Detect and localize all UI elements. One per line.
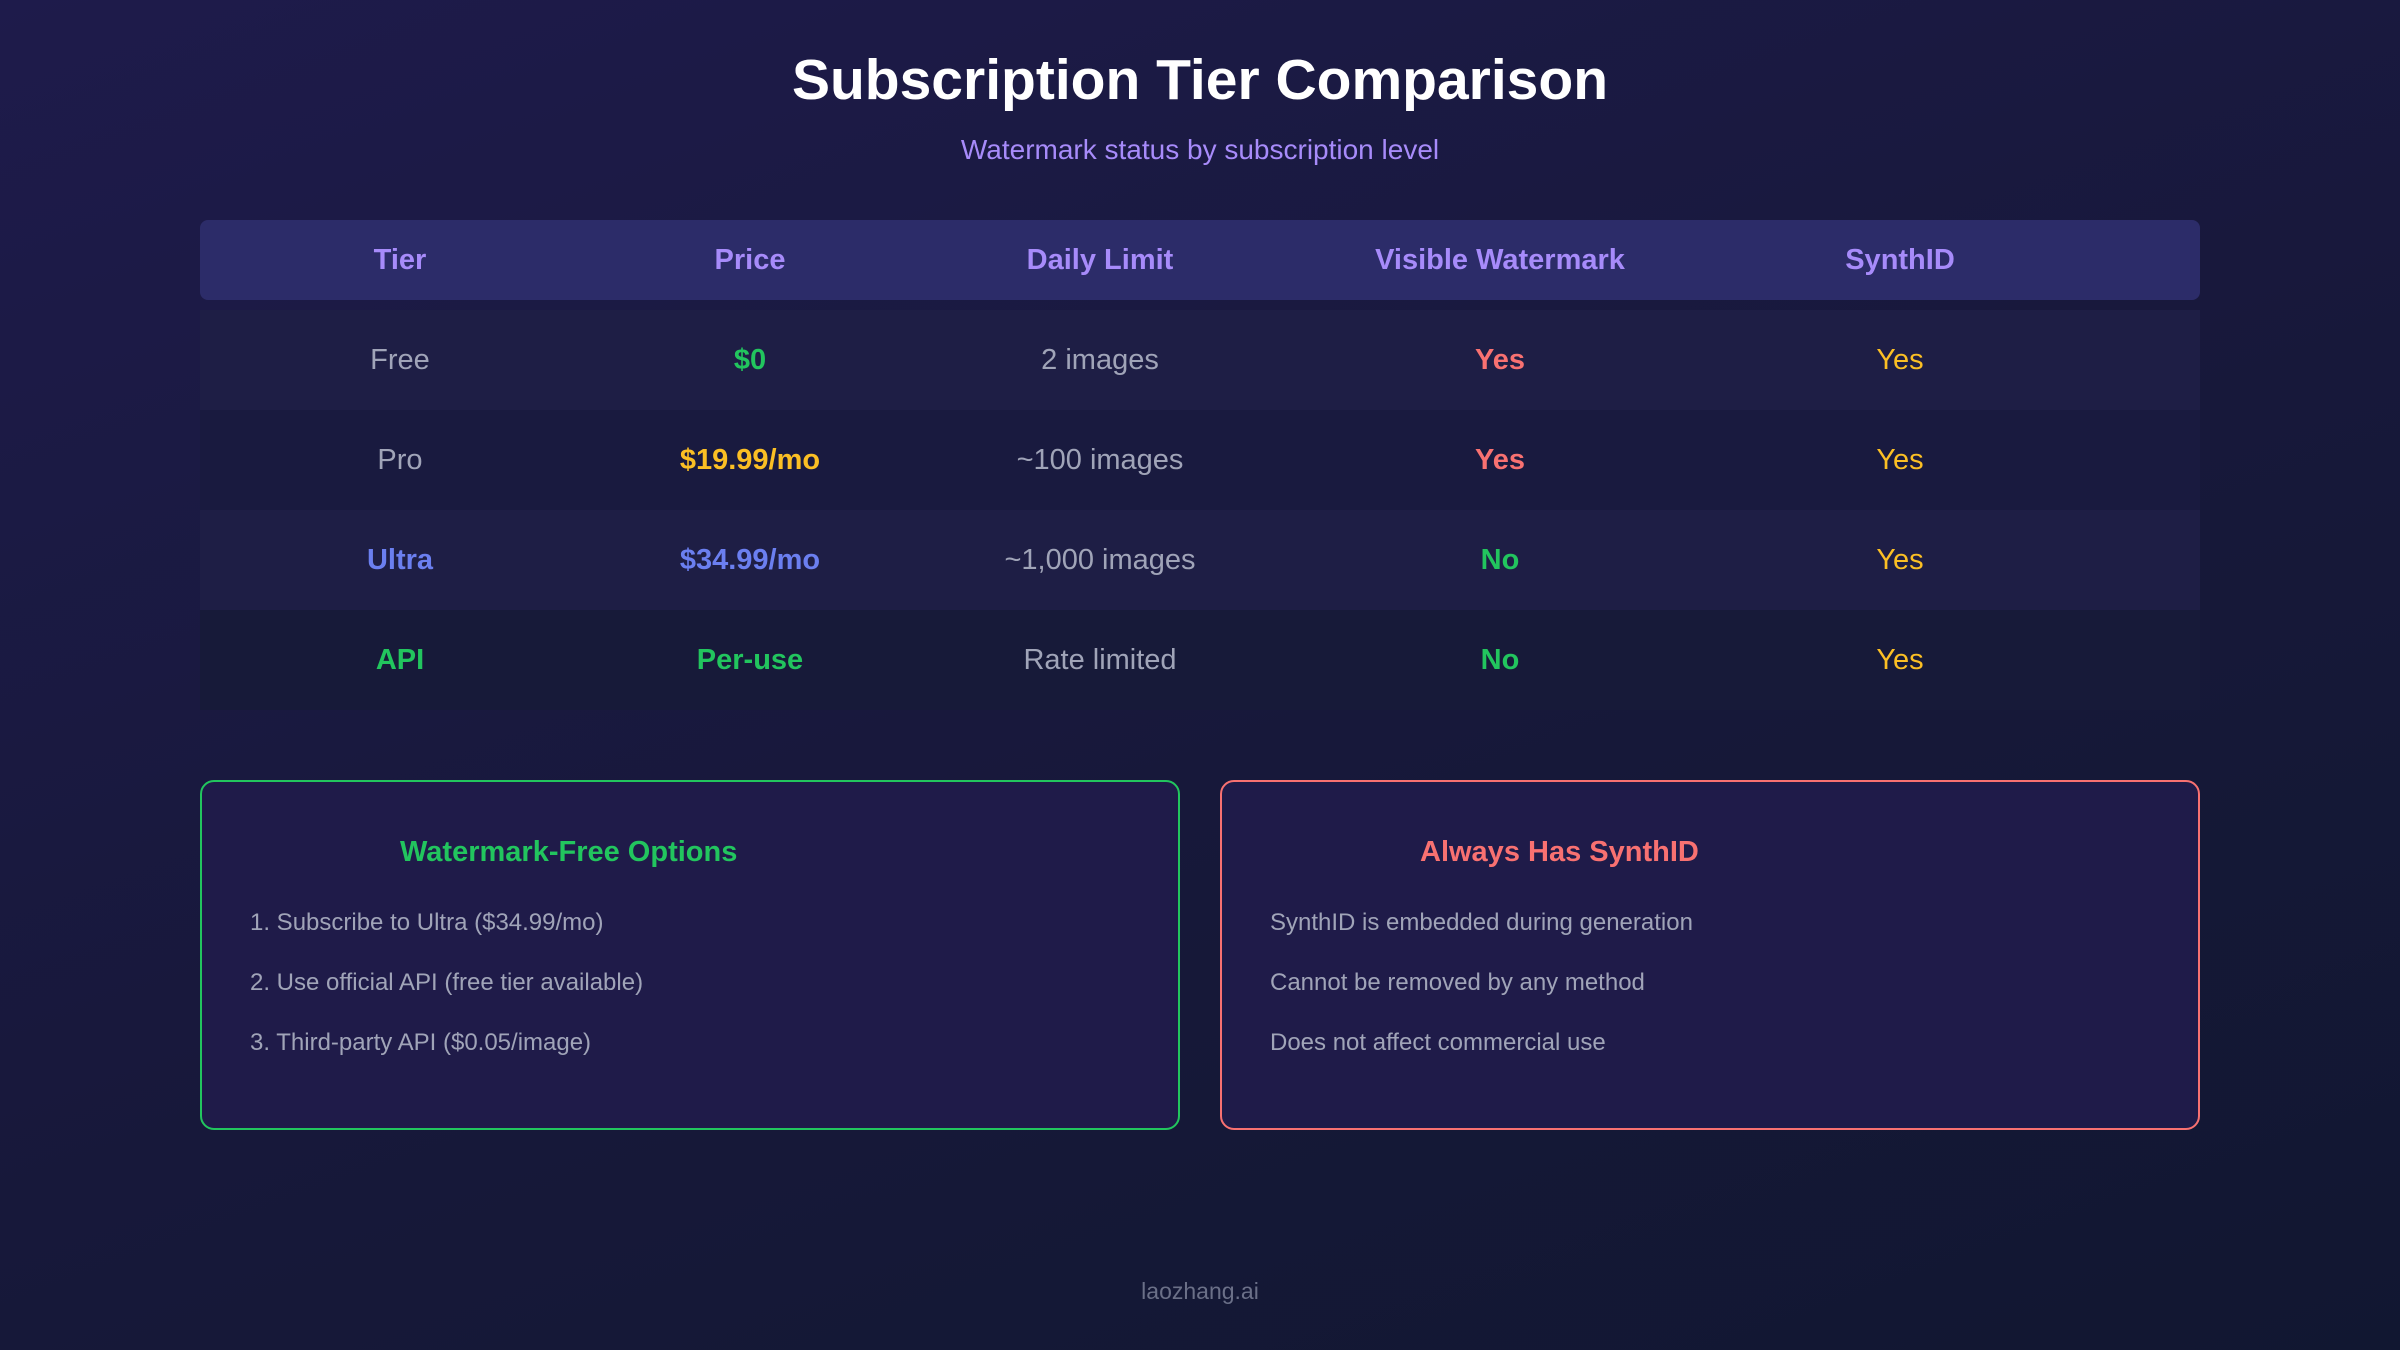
- synthid-cell: Yes: [1876, 544, 1924, 576]
- header-visible-watermark: Visible Watermark: [1375, 244, 1625, 276]
- synthid-fact-item: Does not affect commercial use: [1270, 1029, 1606, 1056]
- header-tier: Tier: [373, 244, 427, 276]
- page-subtitle: Watermark status by subscription level: [960, 134, 1440, 165]
- footer-brand: laozhang.ai: [1141, 1278, 1259, 1304]
- visible-watermark-cell: No: [1480, 644, 1520, 676]
- visible-watermark-cell: Yes: [1475, 344, 1525, 376]
- header-synthid: SynthID: [1845, 244, 1955, 276]
- visible-watermark-cell: Yes: [1475, 444, 1525, 476]
- watermark-free-options-panel: Watermark-Free Options 1. Subscribe to U…: [200, 780, 1180, 1130]
- visible-watermark-cell: No: [1480, 544, 1520, 576]
- header-daily-limit: Daily Limit: [1026, 244, 1174, 276]
- synthid-info-title: Always Has SynthID: [1420, 836, 1699, 868]
- table-row: Ultra $34.99/mo ~1,000 images No Yes: [200, 510, 2200, 610]
- daily-limit-cell: 2 images: [1041, 344, 1159, 376]
- tier-cell: API: [375, 644, 425, 676]
- synthid-fact-item: SynthID is embedded during generation: [1270, 909, 1693, 936]
- daily-limit-cell: ~1,000 images: [1004, 544, 1196, 576]
- tier-cell: Ultra: [366, 544, 434, 576]
- tier-cell: Pro: [377, 444, 423, 476]
- price-cell: $34.99/mo: [679, 544, 821, 576]
- synthid-cell: Yes: [1876, 444, 1924, 476]
- daily-limit-cell: Rate limited: [1023, 644, 1177, 676]
- option-item: 2. Use official API (free tier available…: [250, 969, 644, 996]
- page-title: Subscription Tier Comparison: [791, 48, 1609, 112]
- option-item: 3. Third-party API ($0.05/image): [250, 1029, 592, 1056]
- table-row: Pro $19.99/mo ~100 images Yes Yes: [200, 410, 2200, 510]
- table-row: Free $0 2 images Yes Yes: [200, 310, 2200, 410]
- table-header-row: Tier Price Daily Limit Visible Watermark…: [200, 220, 2200, 300]
- option-item: 1. Subscribe to Ultra ($34.99/mo): [250, 909, 604, 936]
- synthid-info-panel: Always Has SynthID SynthID is embedded d…: [1220, 780, 2200, 1130]
- header-price: Price: [714, 244, 786, 276]
- price-cell: $19.99/mo: [679, 444, 821, 476]
- synthid-cell: Yes: [1876, 344, 1924, 376]
- price-cell: Per-use: [696, 644, 804, 676]
- table-row: API Per-use Rate limited No Yes: [200, 610, 2200, 710]
- synthid-cell: Yes: [1876, 644, 1924, 676]
- price-cell: $0: [733, 344, 767, 376]
- tier-comparison-table: Tier Price Daily Limit Visible Watermark…: [200, 220, 2200, 710]
- synthid-fact-item: Cannot be removed by any method: [1270, 969, 1645, 996]
- tier-cell: Free: [370, 344, 430, 376]
- watermark-free-options-title: Watermark-Free Options: [400, 836, 738, 868]
- daily-limit-cell: ~100 images: [1016, 444, 1184, 476]
